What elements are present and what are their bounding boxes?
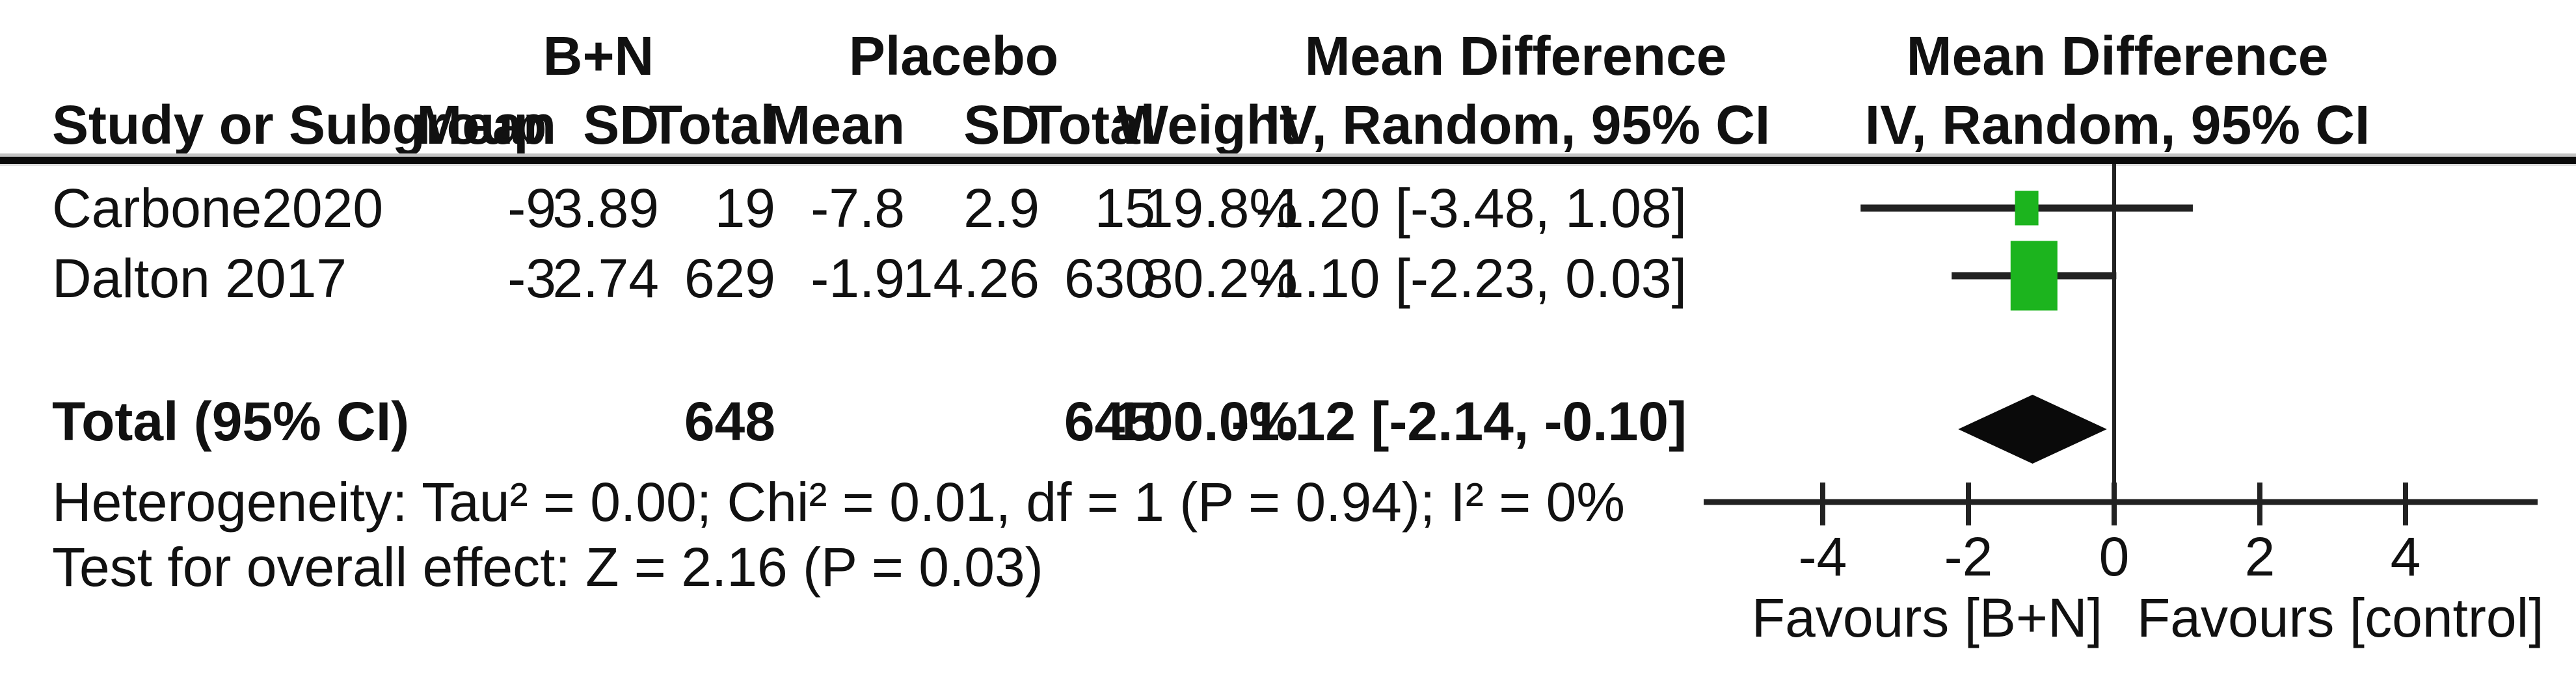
study-label: Dalton 2017 xyxy=(52,248,347,309)
total-group1-n: 648 xyxy=(684,391,775,452)
effect-square xyxy=(2015,191,2039,226)
total-weight: 100.0% xyxy=(1112,391,1298,452)
group1-header: B+N xyxy=(543,25,654,86)
favours-left-label: Favours [B+N] xyxy=(1751,587,2102,648)
group2-total: 15 xyxy=(1094,178,1155,239)
group2-mean: -1.9 xyxy=(811,248,905,309)
total-effect-estimate: -1.12 [-2.14, -0.10] xyxy=(1231,391,1687,452)
favours-right-label: Favours [control] xyxy=(2137,587,2544,648)
axis-tick-label: 0 xyxy=(2099,526,2130,587)
overall-effect-footnote: Test for overall effect: Z = 2.16 (P = 0… xyxy=(52,536,1043,598)
heterogeneity-footnote: Heterogeneity: Tau² = 0.00; Chi² = 0.01,… xyxy=(52,471,1625,533)
group1-total: 19 xyxy=(714,178,775,239)
group2-sd-header: SD xyxy=(963,94,1040,155)
group2-header: Placebo xyxy=(848,25,1059,86)
axis-tick-label: -4 xyxy=(1798,526,1847,587)
group2-total-header: Total xyxy=(1028,94,1155,155)
effect-column-subtitle: IV, Random, 95% CI xyxy=(1265,94,1771,155)
plot-column-title: Mean Difference xyxy=(1906,25,2329,86)
group2-mean-header: Mean xyxy=(765,94,905,155)
group2-sd: 2.9 xyxy=(963,178,1040,239)
study-column-header: Study or Subgroup xyxy=(52,94,547,155)
group2-sd: 14.26 xyxy=(902,248,1040,309)
group1-mean-header: Mean xyxy=(416,94,556,155)
total-row-label: Total (95% CI) xyxy=(52,391,410,452)
axis-tick-label: 4 xyxy=(2390,526,2421,587)
group1-total-header: Total xyxy=(649,94,775,155)
header-rule xyxy=(0,153,2576,166)
row-weight: 19.8% xyxy=(1142,178,1298,239)
plot-column-subtitle: IV, Random, 95% CI xyxy=(1864,94,2370,155)
total-group2-n: 645 xyxy=(1064,391,1155,452)
row-effect-estimate: -1.20 [-3.48, 1.08] xyxy=(1255,178,1687,239)
row-weight: 80.2% xyxy=(1142,248,1298,309)
group1-total: 629 xyxy=(684,248,775,309)
summary-diamond xyxy=(1958,395,2107,464)
group2-mean: -7.8 xyxy=(811,178,905,239)
group1-sd: 3.89 xyxy=(552,178,660,239)
weight-column-header: Weight xyxy=(1116,94,1298,155)
axis-tick-label: 2 xyxy=(2244,526,2275,587)
axis-tick-label: -2 xyxy=(1944,526,1993,587)
study-label: Carbone2020 xyxy=(52,178,384,239)
effect-column-title: Mean Difference xyxy=(1304,25,1727,86)
group1-mean: -9 xyxy=(507,178,556,239)
group1-sd-header: SD xyxy=(583,94,659,155)
group2-total: 630 xyxy=(1064,248,1155,309)
group1-mean: -3 xyxy=(507,248,556,309)
effect-square xyxy=(2010,241,2058,311)
group1-sd: 2.74 xyxy=(552,248,660,309)
row-effect-estimate: -1.10 [-2.23, 0.03] xyxy=(1255,248,1687,309)
